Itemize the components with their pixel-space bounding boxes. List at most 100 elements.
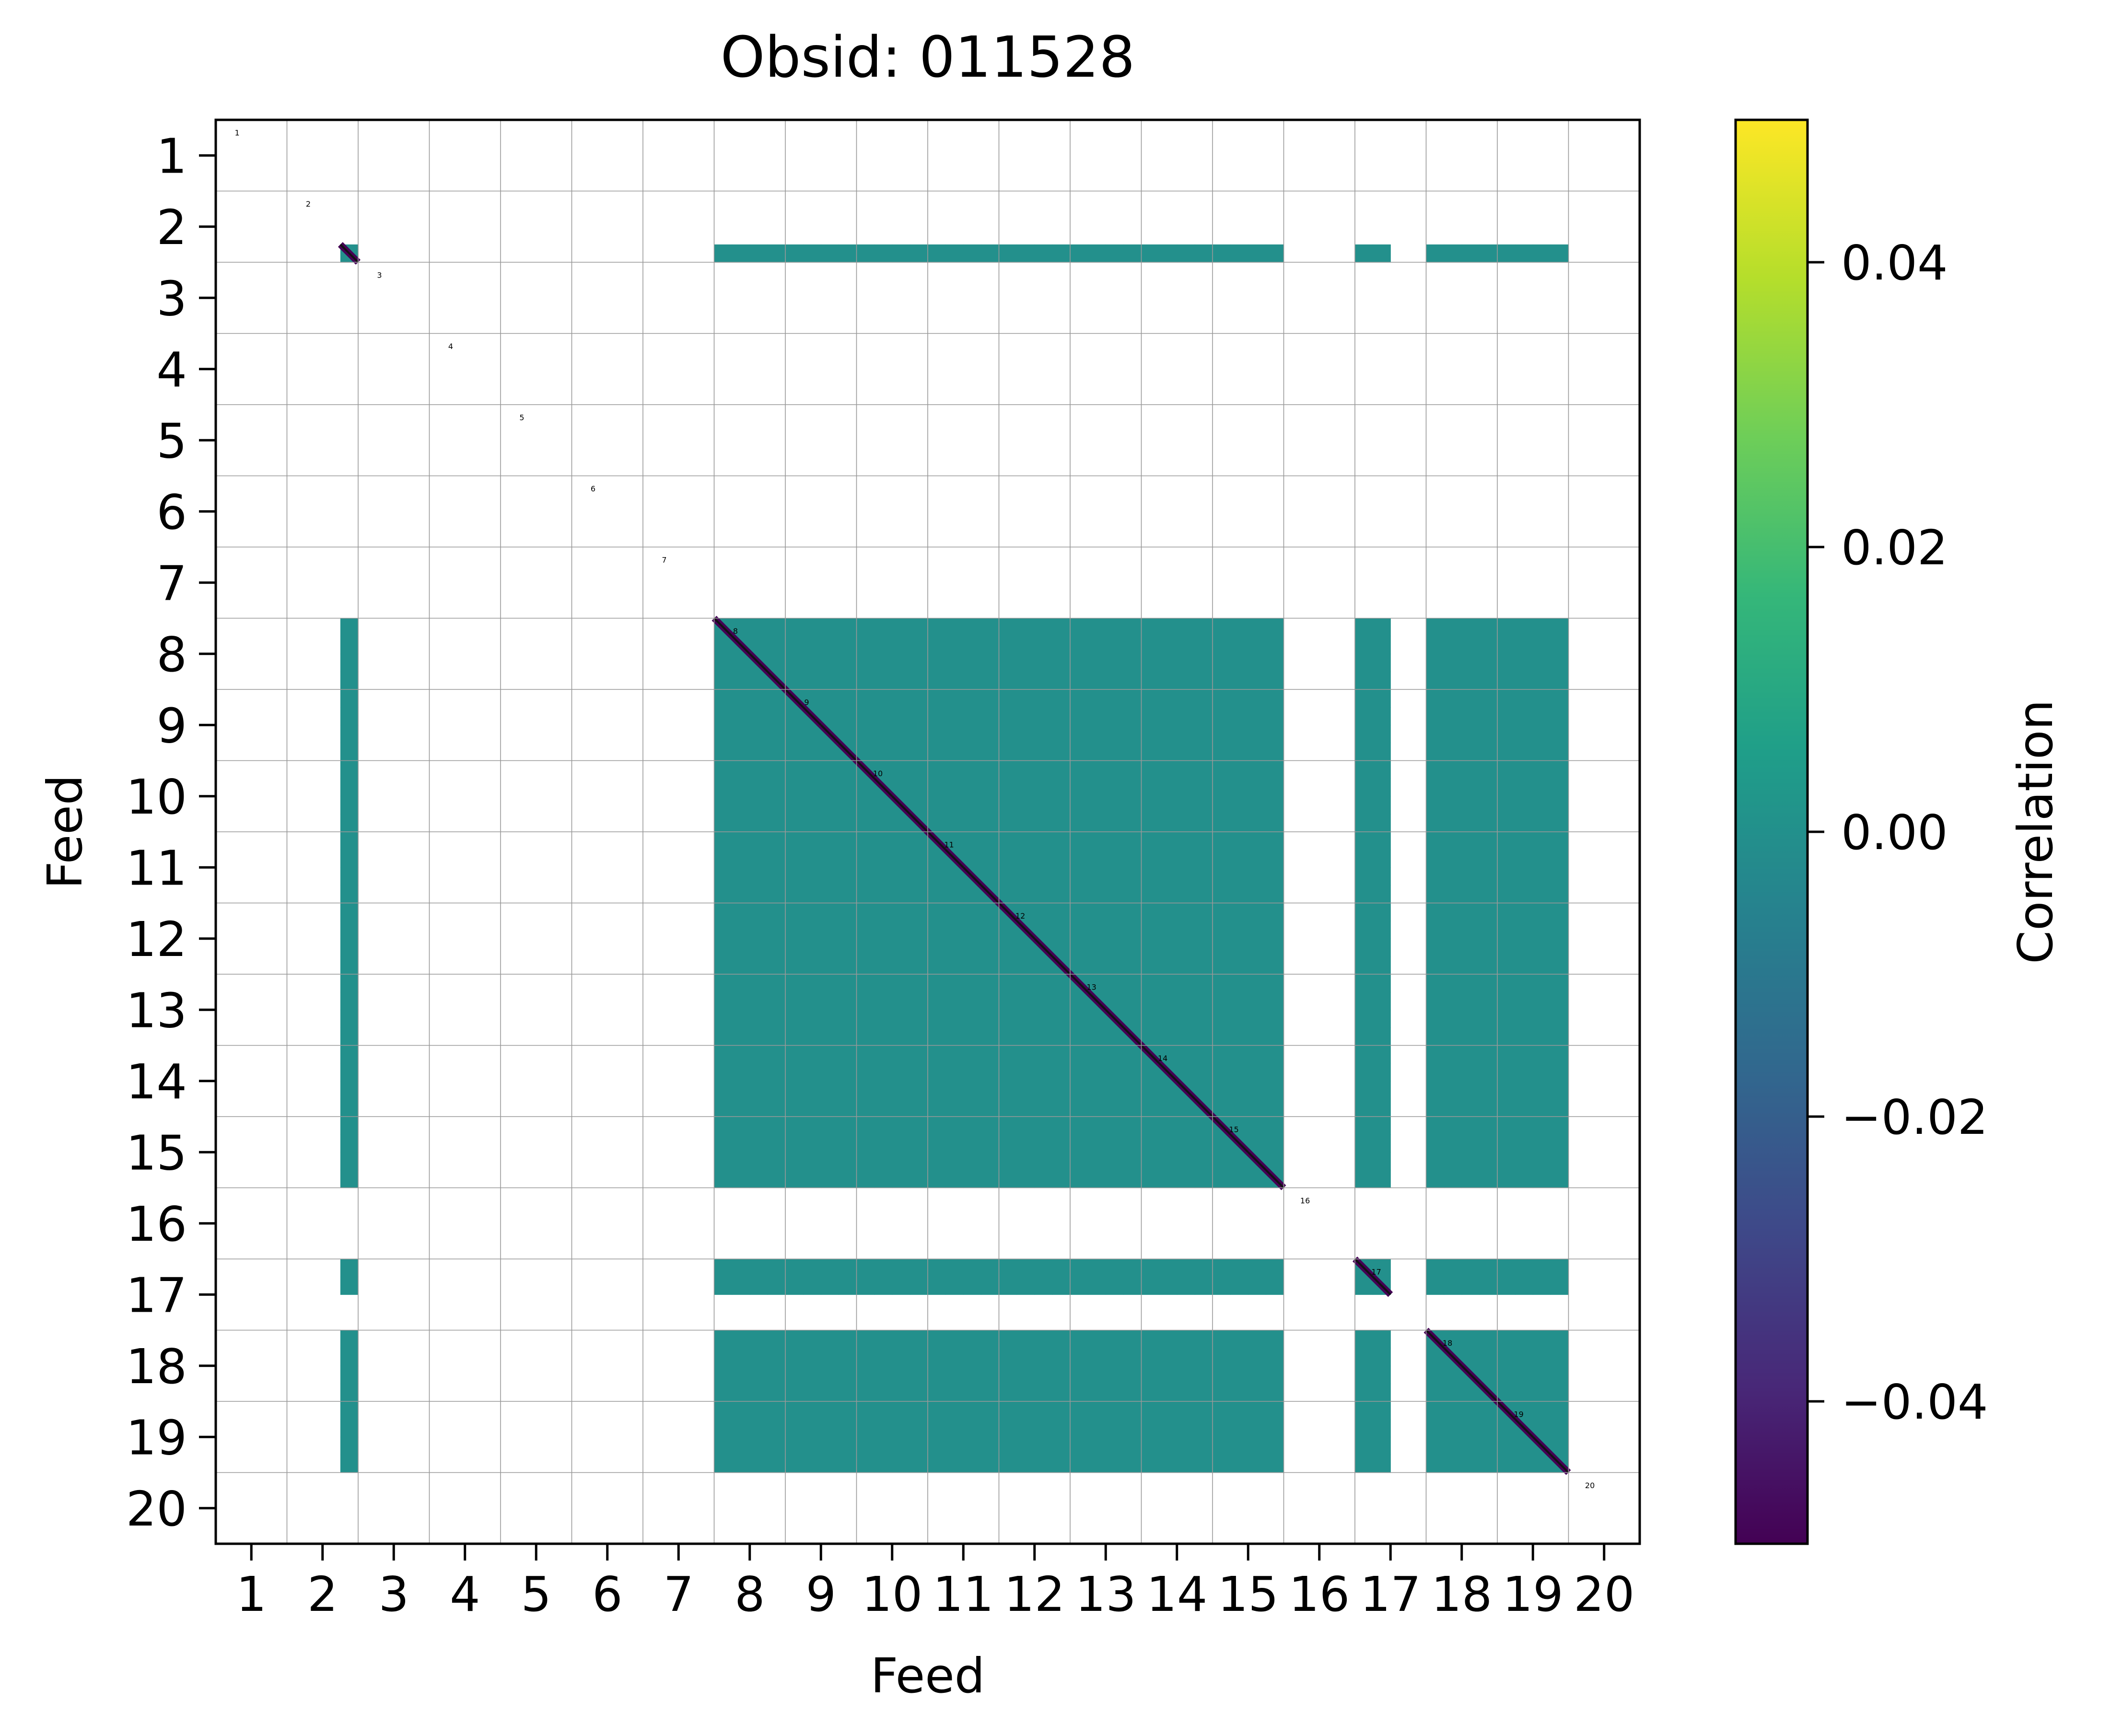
heatmap-cell bbox=[910, 1365, 928, 1384]
heatmap-cell bbox=[732, 743, 750, 761]
heatmap-cell bbox=[874, 903, 893, 921]
heatmap-cell bbox=[1373, 1348, 1391, 1366]
heatmap-cell bbox=[1213, 832, 1231, 850]
diagonal-stripe-core bbox=[1105, 1009, 1124, 1028]
heatmap-cell bbox=[1106, 1455, 1124, 1473]
heatmap-cell bbox=[839, 1348, 857, 1366]
heatmap-cell bbox=[981, 903, 1000, 921]
heatmap-cell bbox=[945, 796, 964, 815]
heatmap-cell bbox=[785, 1348, 804, 1366]
heatmap-cell bbox=[1497, 671, 1516, 690]
heatmap-cell bbox=[839, 832, 857, 850]
heatmap-cell bbox=[1159, 671, 1178, 690]
colorbar-tick-label: 0.00 bbox=[1841, 804, 1948, 861]
heatmap-cell bbox=[999, 850, 1017, 868]
heatmap-cell bbox=[1355, 743, 1373, 761]
heatmap-cell bbox=[1479, 1027, 1498, 1046]
heatmap-cell bbox=[1515, 1277, 1533, 1295]
heatmap-cell bbox=[1444, 1383, 1462, 1402]
heatmap-cell bbox=[714, 1455, 733, 1473]
heatmap-cell bbox=[1016, 1117, 1035, 1135]
heatmap-cell bbox=[856, 778, 875, 797]
heatmap-cell bbox=[1444, 1063, 1462, 1082]
heatmap-cell bbox=[1177, 1330, 1195, 1349]
heatmap-cell bbox=[1497, 992, 1516, 1010]
heatmap-cell bbox=[928, 1401, 946, 1420]
heatmap-cell bbox=[1230, 1348, 1248, 1366]
heatmap-cell bbox=[892, 725, 910, 743]
heatmap-cell bbox=[1177, 1277, 1195, 1295]
heatmap-cell bbox=[892, 1117, 910, 1135]
heatmap-cell bbox=[999, 760, 1017, 779]
heatmap-cell bbox=[1373, 1152, 1391, 1170]
heatmap-cell bbox=[1373, 1401, 1391, 1420]
heatmap-cell bbox=[767, 636, 786, 654]
heatmap-cell bbox=[910, 885, 928, 904]
heatmap-cell bbox=[981, 1134, 1000, 1153]
heatmap-cell bbox=[1088, 956, 1106, 975]
heatmap-cell bbox=[1444, 244, 1462, 263]
heatmap-cell bbox=[1515, 992, 1533, 1010]
heatmap-cell bbox=[874, 920, 893, 939]
heatmap-cell bbox=[1479, 1098, 1498, 1117]
heatmap-cell bbox=[1248, 1010, 1266, 1028]
heatmap-cell bbox=[1177, 1063, 1195, 1082]
heatmap-cell bbox=[803, 956, 821, 975]
heatmap-cell bbox=[1159, 1259, 1178, 1277]
heatmap-cell bbox=[1248, 1348, 1266, 1366]
heatmap-cell bbox=[1426, 1117, 1445, 1135]
heatmap-cell bbox=[999, 1419, 1017, 1437]
heatmap-cell bbox=[963, 1365, 981, 1384]
heatmap-cell bbox=[1444, 867, 1462, 885]
heatmap-cell bbox=[1034, 725, 1053, 743]
heatmap-cell bbox=[1248, 1081, 1266, 1099]
heatmap-cell bbox=[1355, 1455, 1373, 1473]
heatmap-cell bbox=[1177, 653, 1195, 672]
heatmap-cell bbox=[340, 885, 359, 904]
heatmap-cell bbox=[1194, 992, 1213, 1010]
heatmap-cell bbox=[767, 956, 786, 975]
heatmap-cell bbox=[981, 743, 1000, 761]
heatmap-cell bbox=[1515, 1259, 1533, 1277]
heatmap-cell bbox=[785, 992, 804, 1010]
heatmap-cell bbox=[1034, 671, 1053, 690]
heatmap-cell bbox=[1106, 1045, 1124, 1064]
heatmap-cell bbox=[928, 1081, 946, 1099]
heatmap-cell bbox=[874, 974, 893, 992]
heatmap-cell bbox=[874, 1134, 893, 1153]
heatmap-cell bbox=[928, 1348, 946, 1366]
heatmap-cell bbox=[1213, 671, 1231, 690]
heatmap-cell bbox=[1248, 1259, 1266, 1277]
heatmap-cell bbox=[1461, 903, 1480, 921]
heatmap-cell bbox=[981, 1152, 1000, 1170]
heatmap-cell bbox=[1194, 1134, 1213, 1153]
heatmap-cell bbox=[999, 1045, 1017, 1064]
y-tick-label: 7 bbox=[156, 555, 187, 611]
heatmap-cell bbox=[1497, 778, 1516, 797]
heatmap-cell bbox=[714, 1027, 733, 1046]
y-tick-label: 9 bbox=[156, 698, 187, 754]
heatmap-cell bbox=[1497, 1455, 1516, 1473]
heatmap-cell bbox=[803, 1277, 821, 1295]
heatmap-cell bbox=[945, 1259, 964, 1277]
y-tick-label: 13 bbox=[126, 982, 187, 1038]
heatmap-cell bbox=[714, 920, 733, 939]
heatmap-cell bbox=[714, 796, 733, 815]
heatmap-cell bbox=[839, 1098, 857, 1117]
heatmap-cell bbox=[874, 814, 893, 832]
heatmap-cell bbox=[821, 974, 839, 992]
heatmap-cell bbox=[1159, 1437, 1178, 1455]
diagonal-feed-label: 19 bbox=[1514, 1410, 1523, 1419]
heatmap-cell bbox=[1479, 778, 1498, 797]
heatmap-cell bbox=[981, 725, 1000, 743]
heatmap-cell bbox=[714, 689, 733, 708]
heatmap-cell bbox=[856, 974, 875, 992]
heatmap-cell bbox=[1194, 832, 1213, 850]
heatmap-cell bbox=[340, 956, 359, 975]
heatmap-cell bbox=[963, 1045, 981, 1064]
heatmap-cell bbox=[1052, 1437, 1071, 1455]
heatmap-cell bbox=[839, 850, 857, 868]
heatmap-cell bbox=[945, 920, 964, 939]
heatmap-cell bbox=[1159, 1081, 1178, 1099]
x-tick-label: 17 bbox=[1360, 1566, 1421, 1622]
